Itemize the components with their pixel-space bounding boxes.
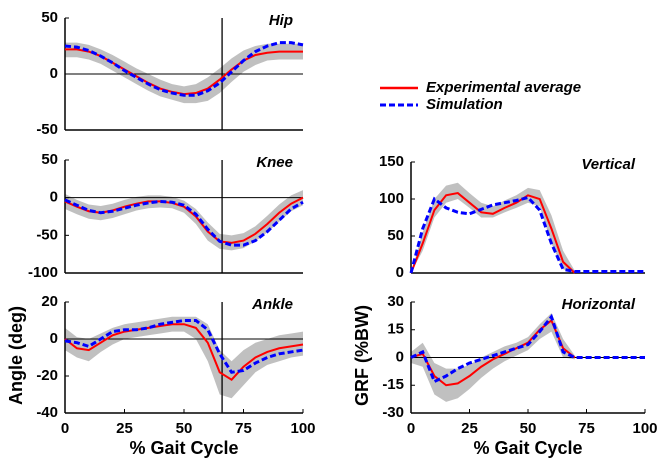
x-tick-label: 100 — [290, 420, 315, 437]
series-line — [64, 323, 304, 381]
y-tick-label: 50 — [41, 9, 58, 26]
y-tick-label: 0 — [50, 330, 58, 347]
series-line — [409, 195, 645, 274]
sd-band — [65, 316, 303, 399]
y-tick-label: 50 — [41, 151, 58, 168]
x-axis-label: % Gait Cycle — [473, 438, 582, 458]
y-tick-label: -50 — [36, 121, 58, 138]
y-tick-label: 20 — [41, 293, 58, 310]
y-tick-label: 0 — [50, 65, 58, 82]
sd-band — [65, 42, 303, 104]
panel-title: Knee — [256, 154, 293, 171]
series-line — [64, 198, 304, 247]
y-tick-label: 150 — [379, 153, 404, 170]
panel-title: Hip — [269, 12, 293, 29]
x-axis-label: % Gait Cycle — [129, 438, 238, 458]
panel-title: Ankle — [251, 296, 293, 313]
y-tick-label: 30 — [387, 293, 404, 310]
y-tick-label: 15 — [387, 321, 404, 338]
y-tick-label: -20 — [36, 367, 58, 384]
series-line — [64, 319, 304, 374]
y-tick-label: 0 — [396, 348, 404, 365]
y-tick-label: -100 — [28, 264, 58, 281]
y-axis-label: Angle (deg) — [6, 306, 26, 405]
x-tick-label: 100 — [632, 420, 657, 437]
x-tick-label: 25 — [461, 420, 478, 437]
legend-entry: Experimental average — [426, 79, 581, 96]
x-tick-label: 75 — [578, 420, 595, 437]
y-tick-label: -30 — [382, 404, 404, 421]
y-tick-label: 0 — [396, 264, 404, 281]
x-tick-label: 75 — [235, 420, 252, 437]
series-line — [410, 313, 645, 384]
x-tick-label: 50 — [176, 420, 193, 437]
series-line — [410, 192, 576, 274]
x-tick-label: 25 — [116, 420, 133, 437]
legend-entry: Simulation — [426, 96, 503, 113]
y-tick-label: -50 — [36, 226, 58, 243]
sd-band — [65, 190, 303, 251]
series-line — [64, 196, 304, 244]
x-tick-label: 0 — [61, 420, 69, 437]
y-tick-label: -15 — [382, 376, 404, 393]
y-tick-label: 50 — [387, 227, 404, 244]
x-tick-label: 0 — [407, 420, 415, 437]
x-tick-label: 50 — [520, 420, 537, 437]
y-axis-label: GRF (%BW) — [352, 305, 372, 406]
panel-title: Vertical — [581, 156, 635, 173]
series-line — [64, 41, 304, 97]
y-tick-label: 0 — [50, 189, 58, 206]
panel-title: Horizontal — [562, 296, 636, 313]
y-tick-label: -40 — [36, 404, 58, 421]
y-tick-label: 100 — [379, 190, 404, 207]
